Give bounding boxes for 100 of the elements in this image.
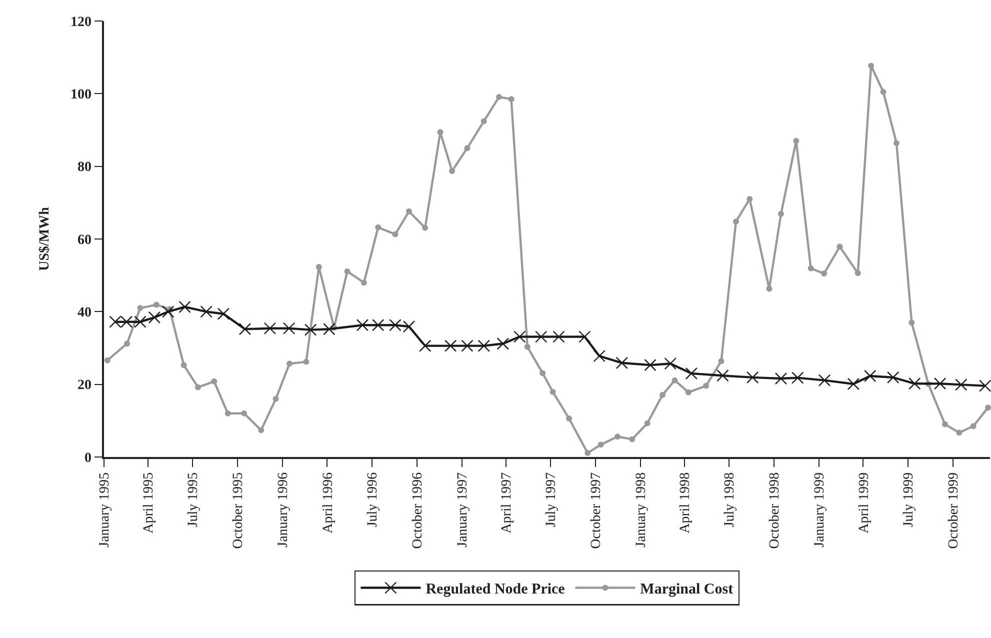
point (238, 323, 252, 336)
point (818, 374, 831, 386)
x-tick-label: October 1997 (589, 472, 604, 549)
point (224, 410, 231, 416)
point (478, 340, 490, 352)
point (552, 330, 565, 343)
point (344, 268, 350, 274)
x-tick-label: April 1997 (499, 472, 514, 534)
x-tick-label: October 1999 (946, 472, 962, 549)
x-tick-label: July 1998 (722, 472, 738, 528)
y-axis-title: US$/MWh (38, 206, 53, 271)
point (461, 340, 474, 352)
point (162, 306, 174, 318)
point (746, 371, 759, 384)
point (241, 410, 247, 416)
point (419, 340, 432, 352)
point (584, 450, 591, 456)
x-tick-label: April 1999 (856, 472, 872, 534)
x-tick-label: October 1996 (410, 472, 426, 549)
point (550, 388, 556, 395)
point (685, 389, 692, 396)
point (716, 370, 729, 382)
point (356, 319, 369, 332)
x-tick-label: July 1996 (365, 472, 380, 528)
point (406, 208, 412, 214)
point (217, 308, 230, 320)
x-tick-label: July 1995 (186, 472, 202, 528)
point (593, 350, 606, 362)
point (316, 264, 322, 270)
point (792, 372, 804, 384)
point (774, 372, 788, 385)
point (137, 305, 144, 312)
x-tick-label: January 1997 (455, 472, 470, 548)
point (880, 88, 886, 95)
point (258, 427, 264, 434)
x-tick-label: October 1995 (231, 472, 246, 549)
x-tick-label: January 1996 (276, 472, 292, 548)
point (200, 306, 212, 318)
point (985, 404, 991, 411)
point (303, 358, 310, 365)
point (778, 210, 784, 217)
point (616, 356, 628, 369)
point (508, 96, 514, 102)
point (524, 344, 530, 350)
x-tick-label: January 1998 (634, 472, 650, 548)
point (286, 360, 293, 367)
point (392, 231, 398, 238)
point (970, 423, 976, 430)
point (732, 218, 739, 225)
point (323, 323, 336, 336)
point (124, 340, 130, 347)
point (894, 140, 900, 146)
point (847, 378, 860, 390)
point (566, 415, 572, 422)
point (979, 380, 991, 392)
point (808, 265, 814, 272)
y-tick-label: 100 (70, 88, 92, 103)
point (449, 168, 456, 174)
point (672, 377, 678, 384)
legend-label: Regulated Node Price (426, 582, 566, 598)
point (180, 362, 187, 368)
point (836, 244, 843, 250)
point (304, 324, 317, 336)
legend-label: Marginal Cost (640, 582, 734, 598)
point (644, 358, 656, 372)
point (535, 330, 548, 343)
point (464, 145, 470, 152)
point (908, 320, 915, 326)
y-tick-label: 80 (77, 160, 92, 176)
x-tick-label: April 1996 (320, 472, 336, 534)
point (660, 392, 666, 398)
point (685, 367, 698, 380)
point (194, 384, 201, 390)
point (104, 357, 110, 364)
point (598, 442, 604, 448)
point (178, 300, 191, 314)
point (793, 138, 800, 144)
point (437, 129, 444, 136)
point (422, 224, 428, 231)
point (854, 270, 861, 276)
point (942, 421, 948, 428)
point (821, 270, 828, 277)
point (614, 434, 620, 440)
x-tick-label: October 1998 (768, 472, 783, 549)
point (496, 338, 510, 350)
y-tick-label: 20 (77, 378, 92, 394)
point (908, 378, 921, 390)
y-tick-label: 0 (84, 450, 92, 466)
point (886, 371, 900, 384)
point (664, 358, 676, 370)
point (375, 224, 382, 230)
point (766, 286, 772, 292)
point (480, 118, 487, 124)
point (372, 319, 384, 332)
point (264, 322, 276, 334)
point (956, 430, 962, 436)
point (578, 330, 591, 343)
point (360, 280, 367, 286)
point (718, 358, 724, 364)
x-tick-label: April 1998 (678, 472, 694, 534)
